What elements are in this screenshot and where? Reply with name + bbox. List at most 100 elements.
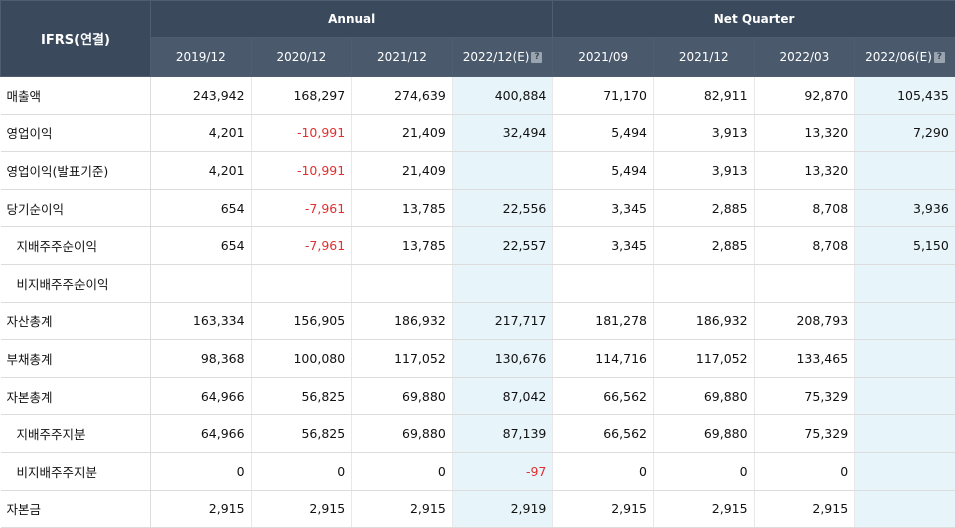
row-label: 지배주주순이익 — [0, 226, 151, 265]
value-cell — [854, 414, 955, 453]
value-cell: 2,915 — [653, 490, 755, 528]
value-cell: 0 — [653, 452, 755, 491]
value-cell: 87,042 — [452, 377, 554, 416]
value-cell: 8,708 — [754, 226, 856, 265]
value-cell: 0 — [754, 452, 856, 491]
value-cell: 64,966 — [150, 414, 252, 453]
value-cell: 4,201 — [150, 151, 252, 190]
value-cell — [854, 452, 955, 491]
value-cell: 69,880 — [351, 377, 453, 416]
value-cell: 13,320 — [754, 151, 856, 190]
value-cell — [150, 264, 252, 303]
value-cell — [854, 302, 955, 341]
row-label: 비지배주주지분 — [0, 452, 151, 491]
value-cell — [854, 264, 955, 303]
value-cell: 66,562 — [552, 377, 654, 416]
value-cell — [552, 264, 654, 303]
row-label: 영업이익(발표기준) — [0, 151, 151, 190]
value-cell: 71,170 — [552, 76, 654, 115]
row-label: 당기순이익 — [0, 189, 151, 228]
value-cell: 2,915 — [552, 490, 654, 528]
table-row: 당기순이익 654 -7,961 13,785 22,556 3,345 2,885 8,70… — [0, 189, 955, 228]
value-cell: 0 — [351, 452, 453, 491]
value-cell: 400,884 — [452, 76, 554, 115]
value-cell — [653, 264, 755, 303]
period-header: 2022/06(E)? — [854, 37, 955, 77]
value-cell: 75,329 — [754, 377, 856, 416]
table-row: 매출액 243,942 168,297 274,639 400,884 71,170 82,… — [0, 76, 955, 115]
value-cell: 168,297 — [251, 76, 353, 115]
ifrs-header: IFRS(연결) — [0, 0, 151, 77]
value-cell: -7,961 — [251, 189, 353, 228]
value-cell: 105,435 — [854, 76, 955, 115]
value-cell: 5,494 — [552, 151, 654, 190]
table-row: 자본총계 64,966 56,825 69,880 87,042 66,562 69,880… — [0, 377, 955, 416]
value-cell: 2,919 — [452, 490, 554, 528]
value-cell: 3,345 — [552, 189, 654, 228]
value-cell: 66,562 — [552, 414, 654, 453]
row-label: 영업이익 — [0, 114, 151, 153]
period-header: 2021/12 — [351, 37, 453, 77]
value-cell — [854, 377, 955, 416]
value-cell: -7,961 — [251, 226, 353, 265]
value-cell: -10,991 — [251, 151, 353, 190]
table-row: 비지배주주순이익 — [0, 264, 955, 303]
value-cell: 100,080 — [251, 339, 353, 378]
value-cell: 69,880 — [653, 414, 755, 453]
value-cell: 69,880 — [351, 414, 453, 453]
row-label: 비지배주주순이익 — [0, 264, 151, 303]
table-row: 영업이익 4,201 -10,991 21,409 32,494 5,494 3,913 13… — [0, 114, 955, 153]
value-cell: -97 — [452, 452, 554, 491]
value-cell: 181,278 — [552, 302, 654, 341]
table-row: 지배주주지분 64,966 56,825 69,880 87,139 66,562 69,8… — [0, 414, 955, 453]
value-cell — [351, 264, 453, 303]
value-cell: 186,932 — [351, 302, 453, 341]
value-cell: 13,785 — [351, 226, 453, 265]
value-cell: 243,942 — [150, 76, 252, 115]
table-body: 매출액 243,942 168,297 274,639 400,884 71,170 82,… — [0, 76, 955, 528]
value-cell: 156,905 — [251, 302, 353, 341]
value-cell: 56,825 — [251, 377, 353, 416]
value-cell: 5,494 — [552, 114, 654, 153]
value-cell: 69,880 — [653, 377, 755, 416]
value-cell: 13,320 — [754, 114, 856, 153]
row-label: 자본금 — [0, 490, 151, 528]
net-quarter-header: Net Quarter — [552, 0, 955, 38]
value-cell: 163,334 — [150, 302, 252, 341]
value-cell: 274,639 — [351, 76, 453, 115]
table-row: 부채총계 98,368 100,080 117,052 130,676 114,716 11… — [0, 339, 955, 378]
period-header: 2021/09 — [552, 37, 654, 77]
value-cell: 654 — [150, 226, 252, 265]
row-label: 자본총계 — [0, 377, 151, 416]
value-cell: 5,150 — [854, 226, 955, 265]
value-cell: 56,825 — [251, 414, 353, 453]
row-label: 부채총계 — [0, 339, 151, 378]
value-cell — [854, 151, 955, 190]
value-cell — [452, 151, 554, 190]
value-cell: 92,870 — [754, 76, 856, 115]
value-cell: 2,915 — [150, 490, 252, 528]
value-cell: 22,556 — [452, 189, 554, 228]
value-cell: 217,717 — [452, 302, 554, 341]
period-header: 2021/12 — [652, 37, 755, 77]
value-cell: 13,785 — [351, 189, 453, 228]
value-cell: 3,936 — [854, 189, 955, 228]
table-row: 비지배주주지분 0 0 0 -97 0 0 0 — [0, 452, 955, 491]
row-label: 지배주주지분 — [0, 414, 151, 453]
value-cell: 133,465 — [754, 339, 856, 378]
table-row: 자산총계 163,334 156,905 186,932 217,717 181,278 1… — [0, 302, 955, 341]
value-cell: 98,368 — [150, 339, 252, 378]
period-header: 2020/12 — [250, 37, 353, 77]
period-header: 2022/03 — [753, 37, 856, 77]
value-cell: 3,913 — [653, 151, 755, 190]
value-cell: 208,793 — [754, 302, 856, 341]
value-cell: 0 — [552, 452, 654, 491]
value-cell: 64,966 — [150, 377, 252, 416]
help-icon[interactable]: ? — [531, 52, 543, 63]
help-icon[interactable]: ? — [933, 52, 945, 63]
table-row: 자본금 2,915 2,915 2,915 2,919 2,915 2,915 2,915 — [0, 490, 955, 528]
value-cell: 654 — [150, 189, 252, 228]
value-cell: 7,290 — [854, 114, 955, 153]
table-row: 지배주주순이익 654 -7,961 13,785 22,557 3,345 2,885 8,… — [0, 226, 955, 265]
